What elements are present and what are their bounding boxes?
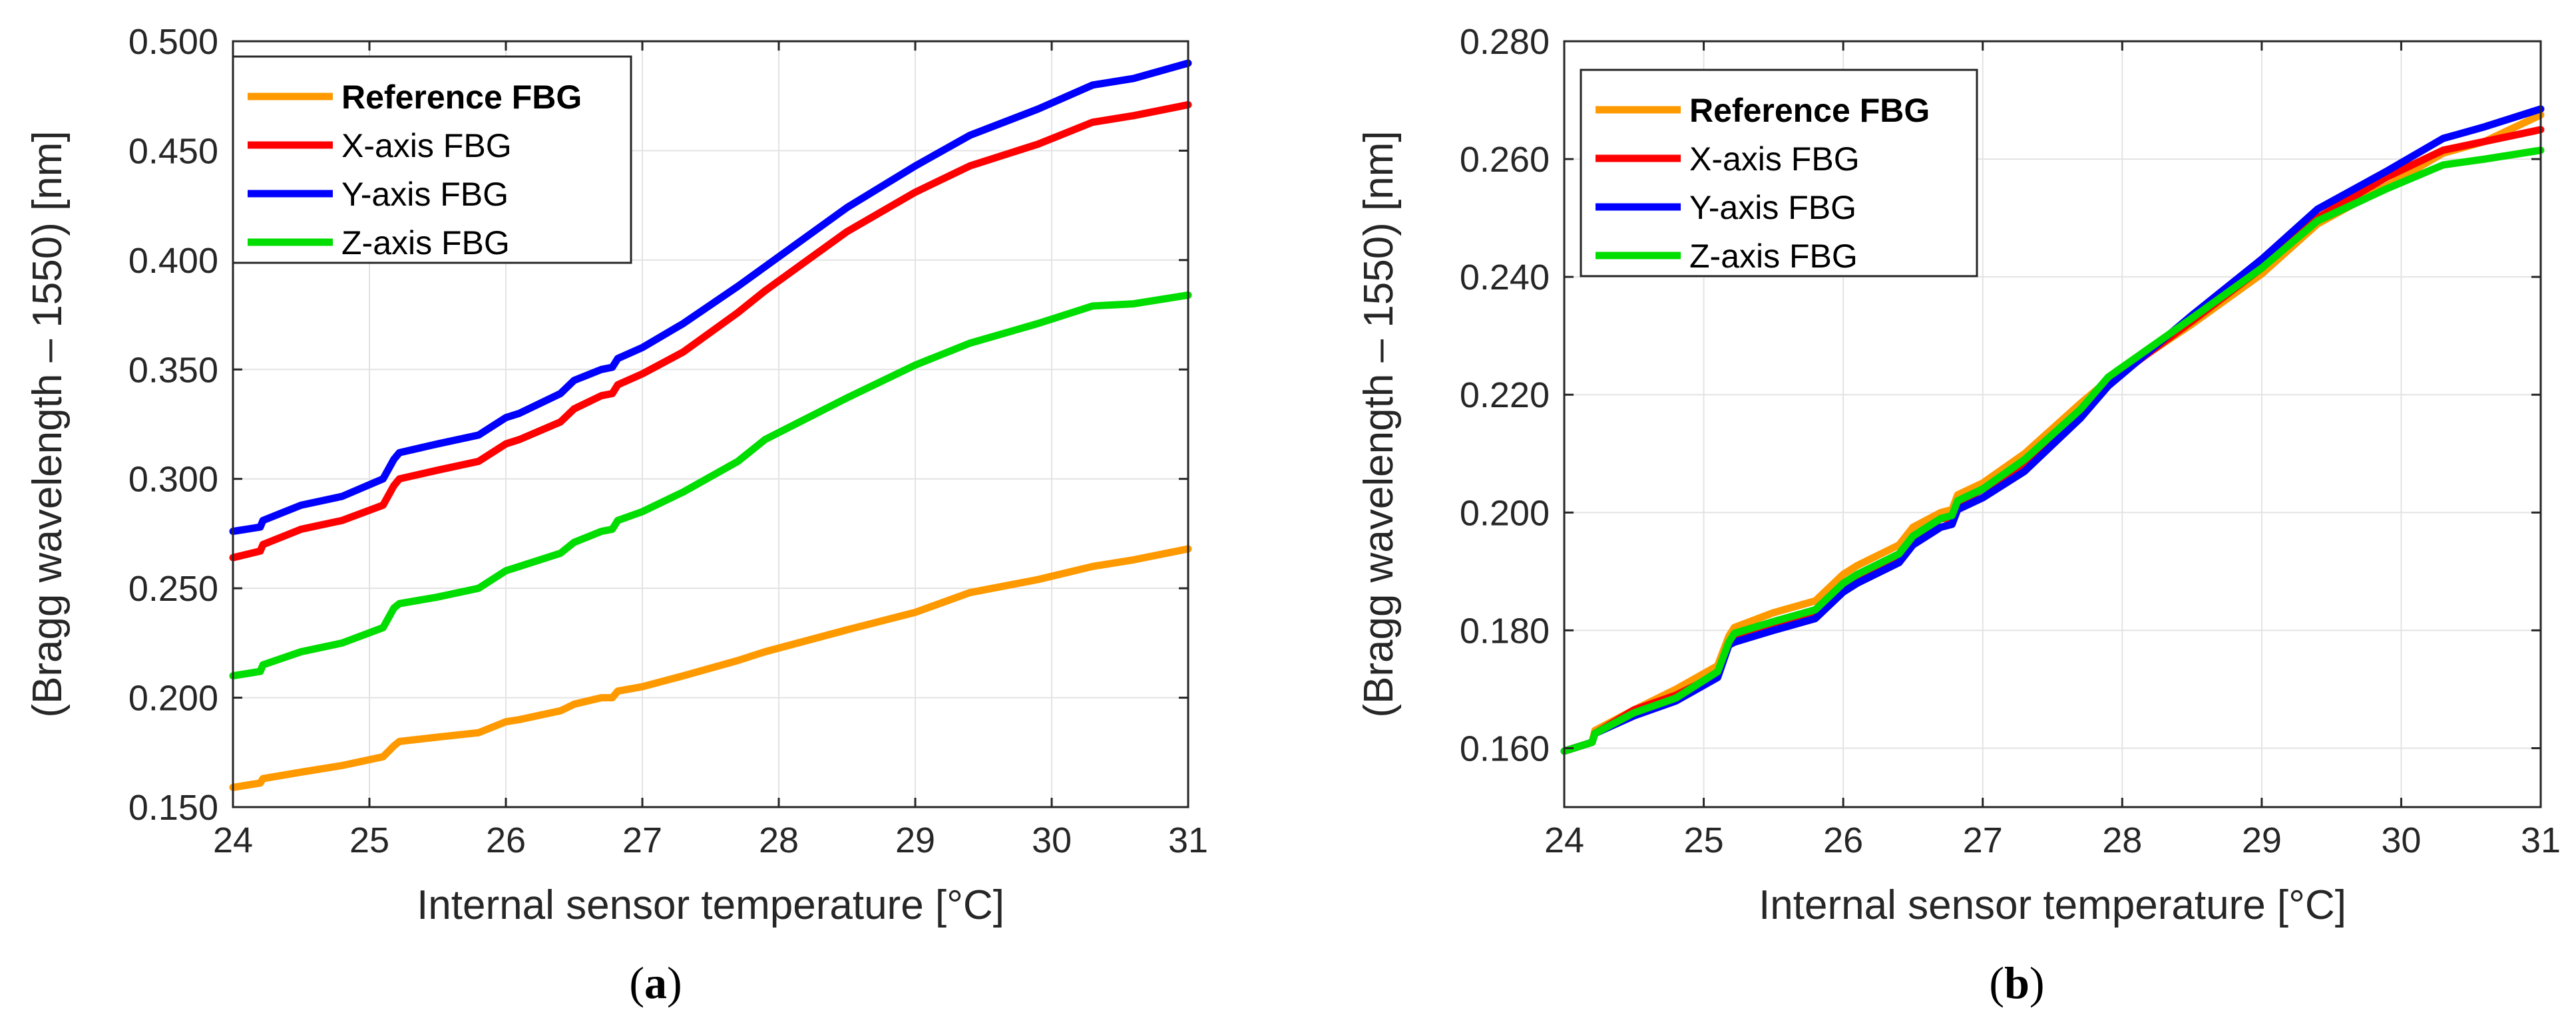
legend-label: Z-axis FBG — [341, 224, 510, 261]
legend-box — [1580, 69, 1978, 277]
y-tick-label: 0.250 — [128, 569, 218, 609]
x-tick-label: 24 — [213, 820, 253, 860]
y-tick-label: 0.240 — [1460, 257, 1550, 297]
y-tick-label: 0.200 — [128, 679, 218, 719]
x-tick-label: 25 — [349, 820, 389, 860]
panel-caption: (b) — [1989, 957, 2044, 1008]
series-line-z-axis-fbg — [229, 291, 1192, 680]
y-tick-label: 0.180 — [1460, 611, 1550, 651]
legend-label: Y-axis FBG — [1689, 189, 1856, 226]
x-tick-label: 26 — [1823, 820, 1863, 860]
x-tick-label: 28 — [759, 820, 799, 860]
axes-box — [1563, 40, 2542, 808]
x-tick-label: 30 — [2381, 820, 2421, 860]
legend-box — [232, 55, 632, 264]
y-tick-label: 0.160 — [1460, 729, 1550, 769]
x-axis-label: Internal sensor temperature [°C] — [417, 882, 1004, 928]
legend: Reference FBG X-axis FBG Y-axis FBG Z-axis … — [232, 55, 632, 264]
x-tick-label: 28 — [2102, 820, 2142, 860]
y-tick-label: 0.450 — [128, 131, 218, 171]
x-tick-label: 25 — [1684, 820, 1724, 860]
x-tick-label: 26 — [486, 820, 526, 860]
x-tick-label: 24 — [1544, 820, 1584, 860]
chart-panel-a: 24 25 26 27 28 29 30 31 0.150 0.200 0.250 0.300 0.35… — [25, 22, 1208, 1008]
legend-label: X-axis FBG — [1689, 140, 1860, 178]
y-tick-label: 0.260 — [1460, 140, 1550, 180]
x-tick-label: 29 — [895, 820, 935, 860]
tick-labels: 24 25 26 27 28 29 30 31 0.150 0.200 0.250 0.300 0.35… — [128, 22, 1208, 860]
legend-label: Reference FBG — [1689, 92, 1930, 129]
y-tick-label: 0.350 — [128, 350, 218, 390]
series-line-y-axis-fbg — [229, 59, 1192, 536]
axes-box — [232, 40, 1189, 808]
x-tick-label: 31 — [1168, 820, 1208, 860]
x-tick-label: 30 — [1032, 820, 1072, 860]
panel-caption-letter: a — [644, 957, 667, 1008]
legend-label: X-axis FBG — [341, 127, 512, 164]
y-tick-label: 0.220 — [1460, 375, 1550, 415]
x-tick-label: 29 — [2242, 820, 2282, 860]
y-axis-label: (Bragg wavelength – 1550) [nm] — [25, 130, 71, 717]
y-tick-label: 0.300 — [128, 460, 218, 500]
series-line-reference-fbg — [229, 545, 1192, 791]
series-line-x-axis-fbg — [229, 100, 1192, 562]
x-tick-label: 27 — [1963, 820, 2003, 860]
series-line-y-axis-fbg — [1560, 105, 2545, 755]
y-tick-label: 0.400 — [128, 241, 218, 281]
x-tick-label: 31 — [2521, 820, 2561, 860]
series-line-z-axis-fbg — [1560, 146, 2545, 755]
legend: Reference FBG X-axis FBG Y-axis FBG Z-axis … — [1580, 69, 1978, 277]
y-tick-label: 0.280 — [1460, 22, 1550, 62]
y-axis-label: (Bragg wavelength – 1550) [nm] — [1356, 130, 1402, 717]
series-lines — [1560, 105, 2545, 755]
series-lines — [229, 59, 1192, 791]
y-tick-label: 0.150 — [128, 788, 218, 828]
chart-panel-b: 24 25 26 27 28 29 30 31 0.160 0.180 0.200 0.220 0.24… — [1356, 22, 2561, 1008]
panel-caption-letter: b — [2004, 957, 2030, 1008]
x-axis-label: Internal sensor temperature [°C] — [1759, 882, 2346, 928]
legend-label: Z-axis FBG — [1689, 238, 1858, 275]
legend-label: Y-axis FBG — [341, 176, 509, 213]
panel-caption: (a) — [629, 957, 682, 1008]
y-tick-label: 0.200 — [1460, 493, 1550, 533]
legend-label: Reference FBG — [341, 79, 582, 116]
y-tick-label: 0.500 — [128, 22, 218, 62]
x-tick-label: 27 — [622, 820, 662, 860]
tick-labels: 24 25 26 27 28 29 30 31 0.160 0.180 0.200 0.220 0.24… — [1460, 22, 2561, 860]
